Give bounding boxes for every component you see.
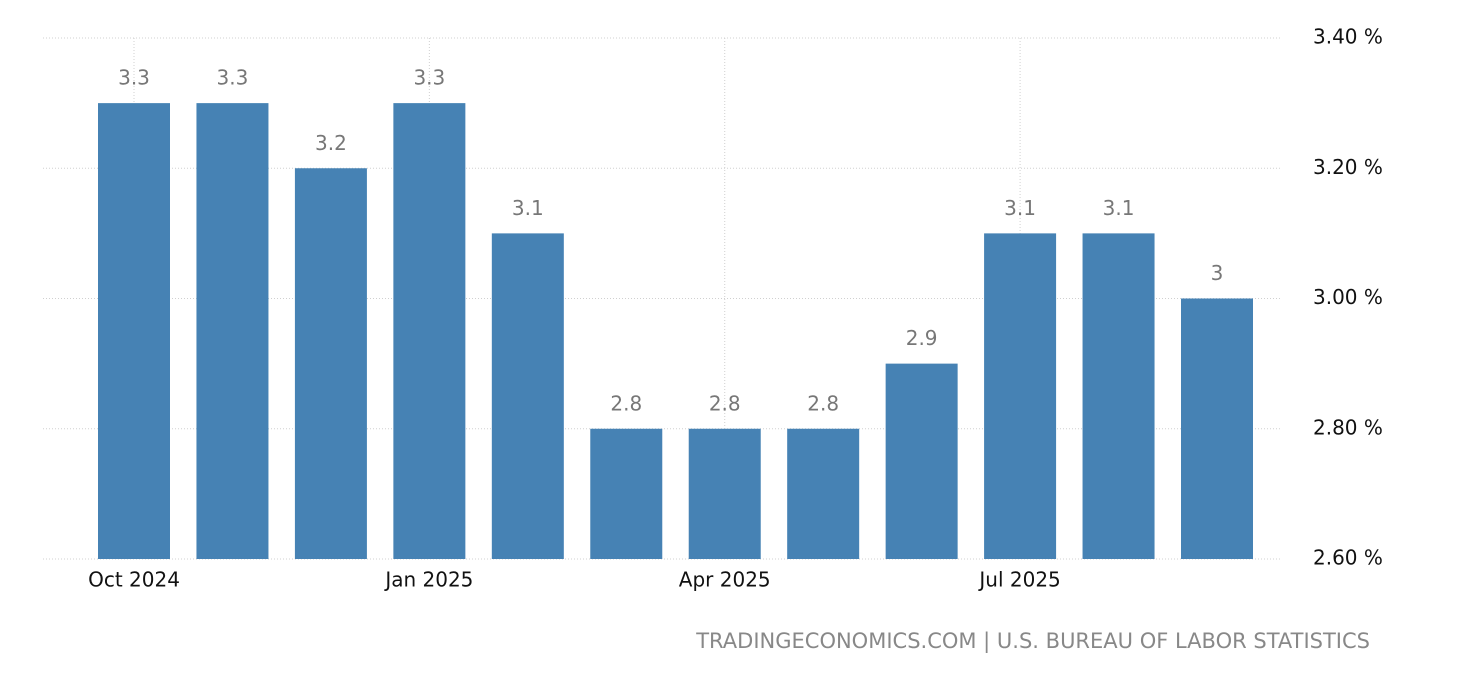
- bar: [984, 233, 1057, 559]
- bar: [491, 233, 564, 559]
- value-label: 3.3: [118, 66, 150, 90]
- bar: [787, 428, 860, 559]
- value-label: 3.1: [1103, 196, 1135, 220]
- value-label: 3.1: [1004, 196, 1036, 220]
- bar: [688, 428, 761, 559]
- y-tick-label: 3.00 %: [1313, 285, 1383, 309]
- x-tick-label: Jul 2025: [977, 568, 1060, 592]
- bar: [98, 103, 170, 559]
- bar: [294, 168, 367, 559]
- source: TRADINGECONOMICS.COM | U.S. BUREAU OF LA…: [695, 629, 1370, 654]
- x-tick-label: Jan 2025: [383, 568, 473, 592]
- bar: [885, 363, 958, 559]
- value-label: 2.8: [610, 391, 642, 415]
- value-label: 3.3: [217, 66, 249, 90]
- y-tick-label: 2.60 %: [1313, 546, 1383, 570]
- bar: [1082, 233, 1155, 559]
- x-tick-label: Apr 2025: [679, 568, 771, 592]
- value-label: 3.3: [413, 66, 445, 90]
- bar: [393, 103, 466, 559]
- y-tick-label: 3.40 %: [1313, 25, 1383, 49]
- value-label: 3: [1211, 261, 1224, 285]
- bar: [196, 103, 269, 559]
- bar: [1181, 298, 1253, 559]
- value-label: 2.8: [807, 391, 839, 415]
- y-tick-label: 3.20 %: [1313, 155, 1383, 179]
- y-tick-label: 2.80 %: [1313, 415, 1383, 439]
- x-tick-label: Oct 2024: [88, 568, 180, 592]
- value-label: 3.2: [315, 131, 347, 155]
- value-label: 2.8: [709, 391, 741, 415]
- value-label: 3.1: [512, 196, 544, 220]
- value-label: 2.9: [906, 326, 938, 350]
- bar: [590, 428, 663, 559]
